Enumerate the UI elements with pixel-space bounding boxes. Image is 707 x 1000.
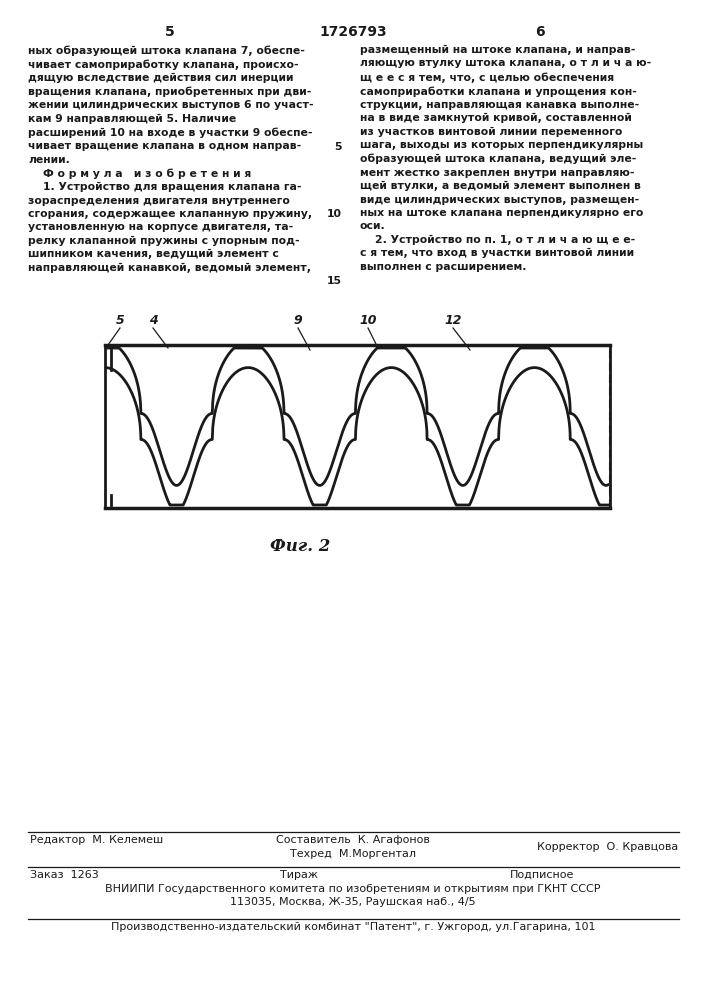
Text: 15: 15: [327, 276, 342, 286]
Text: 10: 10: [359, 314, 377, 327]
Text: 5: 5: [165, 25, 175, 39]
Bar: [105, 345, 610, 508]
Text: 12: 12: [444, 314, 462, 327]
Text: Фиг. 2: Фиг. 2: [270, 538, 330, 555]
Text: Производственно-издательский комбинат "Патент", г. Ужгород, ул.Гагарина, 101: Производственно-издательский комбинат "П…: [111, 922, 595, 932]
Text: ных образующей штока клапана 7, обеспе-
чивает самоприработку клапана, происхо-
: ных образующей штока клапана 7, обеспе- …: [28, 45, 314, 273]
Text: Корректор  О. Кравцова: Корректор О. Кравцова: [537, 842, 678, 852]
Text: 9: 9: [293, 314, 303, 327]
Text: 5: 5: [334, 142, 342, 152]
Text: Техред  М.Моргентал: Техред М.Моргентал: [290, 849, 416, 859]
Text: ВНИИПИ Государственного комитета по изобретениям и открытиям при ГКНТ СССР: ВНИИПИ Государственного комитета по изоб…: [105, 884, 601, 894]
Text: Составитель  К. Агафонов: Составитель К. Агафонов: [276, 835, 430, 845]
Text: Подписное: Подписное: [510, 870, 574, 880]
Text: 10: 10: [327, 209, 342, 219]
Text: Тираж: Тираж: [280, 870, 318, 880]
Text: 5: 5: [116, 314, 124, 327]
Text: размещенный на штоке клапана, и направ-
ляющую втулку штока клапана, о т л и ч а: размещенный на штоке клапана, и направ- …: [360, 45, 651, 272]
Text: Редактор  М. Келемеш: Редактор М. Келемеш: [30, 835, 163, 845]
Text: 4: 4: [148, 314, 158, 327]
Text: Заказ  1263: Заказ 1263: [30, 870, 99, 880]
Text: 1726793: 1726793: [319, 25, 387, 39]
Text: 6: 6: [535, 25, 545, 39]
Text: 113035, Москва, Ж-35, Раушская наб., 4/5: 113035, Москва, Ж-35, Раушская наб., 4/5: [230, 897, 476, 907]
